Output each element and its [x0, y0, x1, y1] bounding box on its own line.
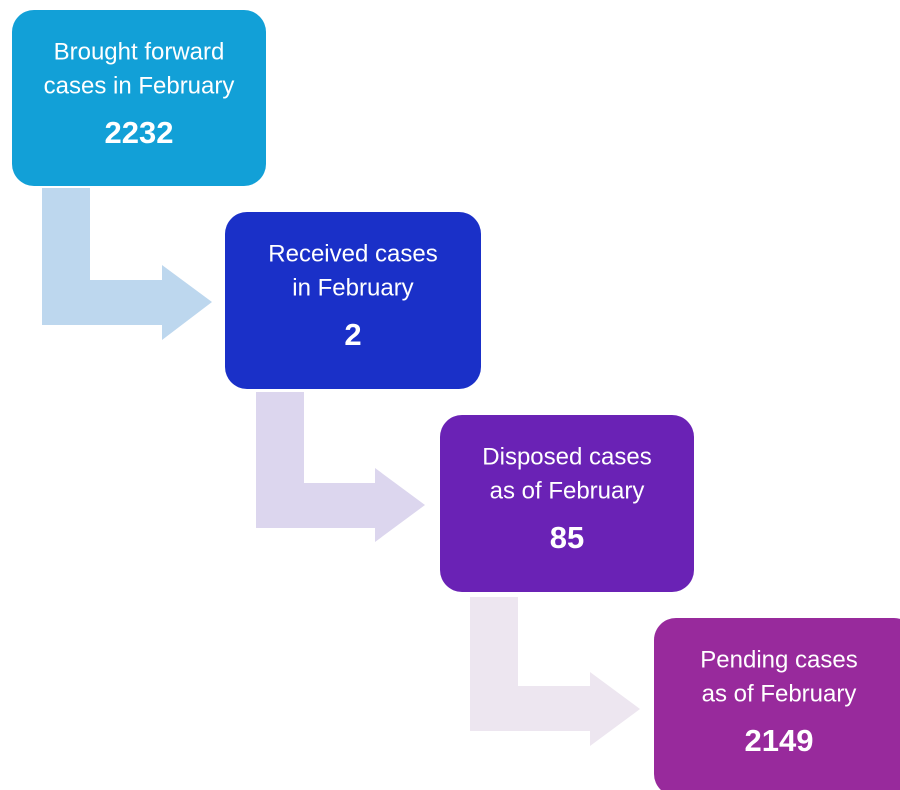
step-label: Received cases — [268, 240, 437, 267]
step-label: in February — [292, 274, 413, 301]
step-label: Pending cases — [700, 646, 857, 673]
step-value: 85 — [550, 520, 584, 555]
step-box — [225, 212, 481, 389]
step-box — [12, 10, 266, 186]
arrow — [470, 597, 640, 746]
step-box — [654, 618, 900, 790]
boxes: Brought forward cases in February 2232 Rece… — [12, 10, 900, 790]
step-value: 2 — [344, 317, 361, 352]
step-label: as of February — [702, 680, 857, 707]
step-value: 2149 — [745, 723, 814, 758]
arrow — [42, 188, 212, 340]
step-label: as of February — [490, 477, 645, 504]
arrow — [256, 392, 425, 542]
step-label: Brought forward — [54, 38, 225, 65]
step-box — [440, 415, 694, 592]
step-value: 2232 — [105, 115, 174, 150]
step-label: cases in February — [44, 72, 235, 99]
step-label: Disposed cases — [482, 443, 651, 470]
